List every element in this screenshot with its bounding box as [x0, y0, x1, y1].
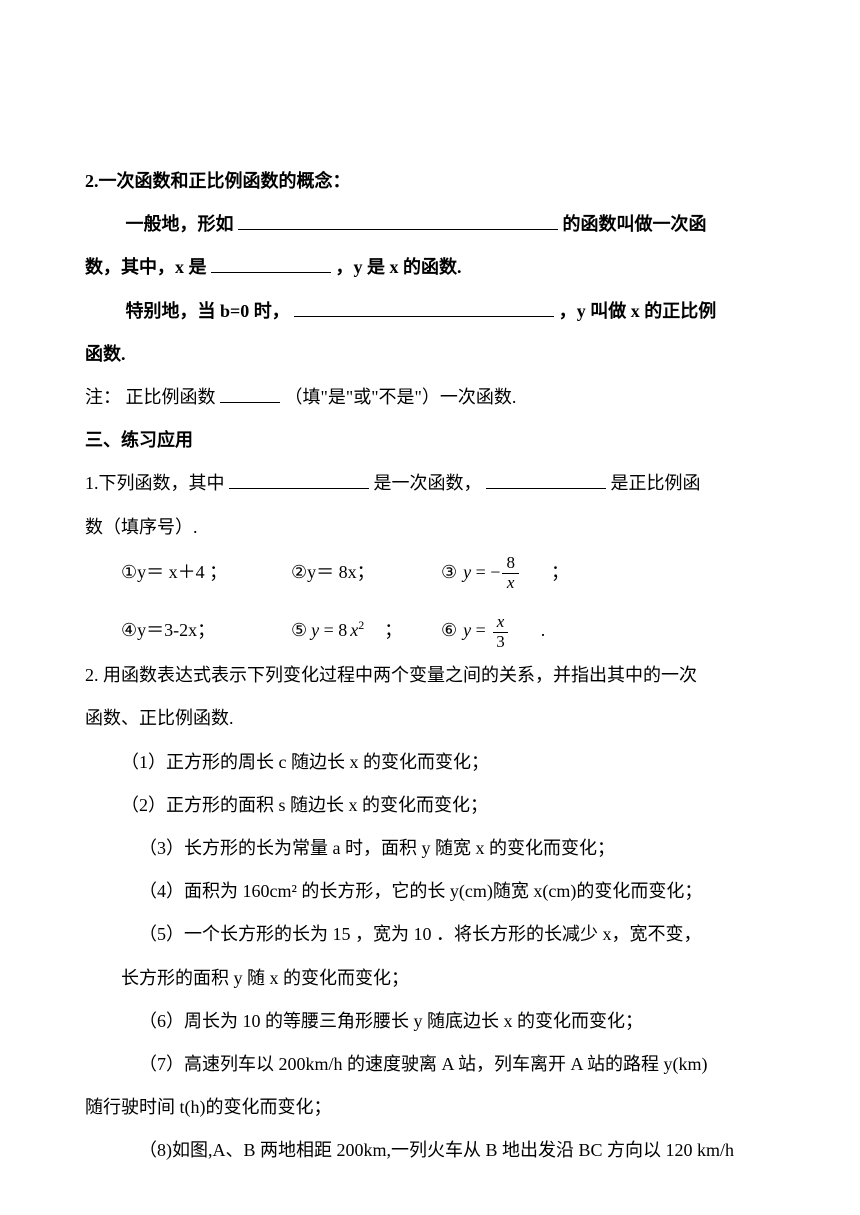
- q1a: 1.下列函数，其中: [85, 473, 225, 493]
- num5: ⑤: [291, 607, 307, 654]
- formula-row-1: ① y＝ x＋4 ； ② y＝ 8x； ③ y = −8x ；: [85, 549, 775, 596]
- eq4: y＝3-2x；: [137, 607, 215, 654]
- s2-l3b: ，y 叫做 x 的正比例: [559, 301, 717, 321]
- eq5: y = 8x2: [311, 607, 364, 654]
- q1-line2: 数（填序号）.: [85, 506, 775, 549]
- semi3: ；: [551, 549, 569, 596]
- s2-line4: 函数.: [85, 333, 775, 376]
- note-b: 正比例函数: [126, 387, 216, 407]
- q1-line1: 1.下列函数，其中 是一次函数， 是正比例函: [85, 462, 775, 505]
- semi5: ；: [384, 607, 402, 654]
- s3-title: 三、练习应用: [85, 419, 775, 462]
- eq3: y = −8x: [463, 549, 521, 596]
- formula-1: ① y＝ x＋4 ；: [121, 549, 291, 596]
- s2-line1: 一般地，形如 的函数叫做一次函: [85, 203, 775, 246]
- formula-2: ② y＝ 8x；: [291, 549, 441, 596]
- note-c: （填"是"或"不是"）一次函数.: [285, 387, 517, 407]
- q2-line2: 函数、正比例函数.: [85, 697, 775, 740]
- q2-7a: （7）高速列车以 200km/h 的速度驶离 A 站，列车离开 A 站的路程 y…: [85, 1043, 775, 1086]
- q2-1: （1）正方形的周长 c 随边长 x 的变化而变化；: [85, 741, 775, 784]
- blank-1: [238, 229, 558, 230]
- s2-l2b: ，y 是 x 的函数.: [336, 257, 462, 277]
- q2-6: （6）周长为 10 的等腰三角形腰长 y 随底边长 x 的变化而变化；: [85, 1000, 775, 1043]
- s2-l3a: 特别地，当 b=0 时，: [126, 301, 290, 321]
- s2-line3: 特别地，当 b=0 时， ，y 叫做 x 的正比例: [85, 290, 775, 333]
- eq1: y＝ x＋4 ；: [137, 549, 227, 596]
- eq6: y = x3: [463, 607, 511, 654]
- q2-4: （4）面积为 160cm² 的长方形，它的长 y(cm)随宽 x(cm)的变化而…: [85, 870, 775, 913]
- s2-l1a: 一般地，形如: [126, 214, 234, 234]
- q1c: 是正比例函: [611, 473, 701, 493]
- num1: ①: [121, 549, 137, 596]
- q2-2: （2）正方形的面积 s 随边长 x 的变化而变化；: [85, 784, 775, 827]
- q2-7b: 随行驶时间 t(h)的变化而变化；: [85, 1086, 775, 1129]
- blank-3: [294, 316, 554, 317]
- eq2: y＝ 8x；: [307, 549, 375, 596]
- q1b: 是一次函数，: [374, 473, 482, 493]
- note-a: 注：: [85, 387, 121, 407]
- num2: ②: [291, 549, 307, 596]
- formula-5: ⑤ y = 8x2 ；: [291, 607, 441, 654]
- dot6: .: [541, 607, 546, 654]
- num6: ⑥: [441, 607, 457, 654]
- num3: ③: [441, 549, 457, 596]
- s2-l1b: 的函数叫做一次函: [563, 214, 707, 234]
- blank-6: [486, 488, 606, 489]
- s2-title: 2.一次函数和正比例函数的概念：: [85, 160, 775, 203]
- q2-8: （8)如图,A、B 两地相距 200km,一列火车从 B 地出发沿 BC 方向以…: [85, 1129, 775, 1172]
- s2-l2a: 数，其中，x 是: [85, 257, 207, 277]
- blank-2: [211, 272, 331, 273]
- formula-row-2: ④ y＝3-2x； ⑤ y = 8x2 ； ⑥ y = x3 .: [85, 607, 775, 654]
- q2-5b: 长方形的面积 y 随 x 的变化而变化；: [85, 957, 775, 1000]
- formula-3: ③ y = −8x ；: [441, 549, 611, 596]
- s2-line2: 数，其中，x 是 ，y 是 x 的函数.: [85, 246, 775, 289]
- formula-6: ⑥ y = x3 .: [441, 607, 611, 654]
- blank-4: [220, 402, 280, 403]
- s2-note: 注： 正比例函数 （填"是"或"不是"）一次函数.: [85, 376, 775, 419]
- q2-3: （3）长方形的长为常量 a 时，面积 y 随宽 x 的变化而变化；: [85, 827, 775, 870]
- q2-line1: 2. 用函数表达式表示下列变化过程中两个变量之间的关系，并指出其中的一次: [85, 654, 775, 697]
- blank-5: [229, 488, 369, 489]
- num4: ④: [121, 607, 137, 654]
- formula-4: ④ y＝3-2x；: [121, 607, 291, 654]
- q2-5a: （5）一个长方形的长为 15 ，宽为 10 ．将长方形的长减少 x，宽不变，: [85, 913, 775, 956]
